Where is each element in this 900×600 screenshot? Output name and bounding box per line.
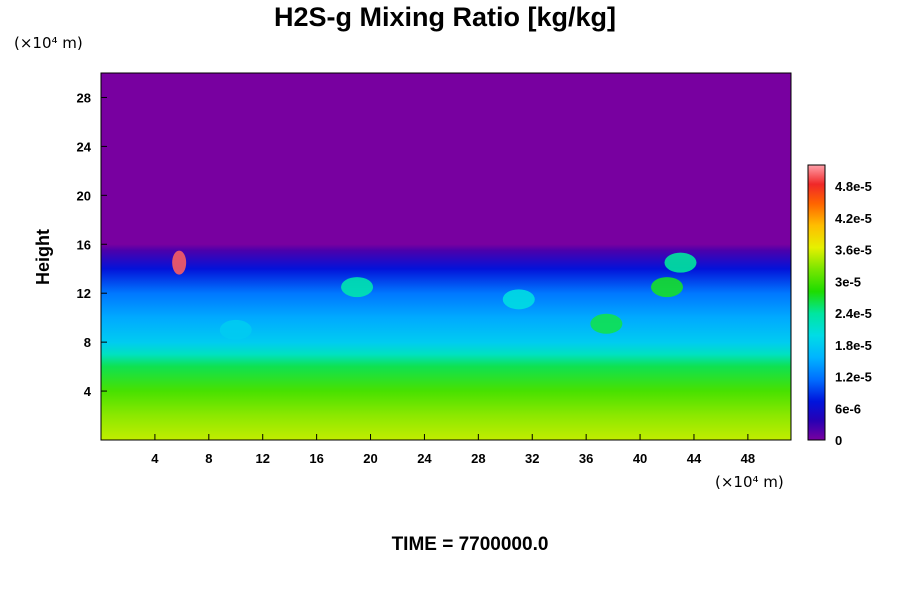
x-tick-label: 28	[471, 451, 485, 466]
colorbar-tick-label: 2.4e-5	[835, 306, 872, 321]
x-tick-label: 20	[363, 451, 377, 466]
plume	[590, 313, 623, 334]
x-tick-label: 12	[255, 451, 269, 466]
y-tick-label: 24	[77, 139, 92, 154]
plume	[341, 277, 374, 298]
x-tick-label: 4	[151, 451, 159, 466]
colorbar-tick-label: 4.8e-5	[835, 179, 872, 194]
colorbar-tick-label: 4.2e-5	[835, 211, 872, 226]
y-tick-label: 12	[77, 286, 91, 301]
time-label: TIME = 7700000.0	[392, 534, 549, 555]
colorbar-tick-label: 0	[835, 433, 842, 448]
colorbar-scale	[807, 164, 826, 441]
x-tick-label: 24	[417, 451, 432, 466]
x-tick-label: 48	[741, 451, 755, 466]
heatmap-plot	[100, 72, 792, 441]
plot-frame	[100, 72, 792, 441]
y-tick-label: 8	[84, 335, 91, 350]
chart-title: H2S-g Mixing Ratio [kg/kg]	[274, 2, 616, 32]
x-tick-label: 16	[309, 451, 323, 466]
plume	[651, 277, 684, 298]
x-tick-label: 40	[633, 451, 647, 466]
x-tick-label: 32	[525, 451, 539, 466]
plume	[219, 319, 252, 340]
y-tick-label: 4	[84, 384, 92, 399]
y-tick-label: 16	[77, 237, 91, 252]
plume	[664, 252, 697, 273]
y-tick-label: 28	[77, 90, 91, 105]
plume	[172, 250, 187, 275]
x-unit-label: (×10⁴ m)	[715, 473, 784, 491]
colorbar-tick-label: 3.6e-5	[835, 243, 872, 258]
x-tick-label: 36	[579, 451, 593, 466]
colorbar-tick-label: 1.8e-5	[835, 338, 872, 353]
y-axis-label: Height	[33, 229, 53, 285]
colorbar-tick-label: 6e-6	[835, 401, 861, 416]
x-tick-label: 8	[205, 451, 212, 466]
colorbar-tick-label: 1.2e-5	[835, 370, 872, 385]
y-tick-label: 20	[77, 188, 91, 203]
x-tick-label: 44	[687, 451, 702, 466]
colorbar-tick-label: 3e-5	[835, 274, 861, 289]
plume	[502, 289, 535, 310]
colorbar: 0 6e-6 1.2e-5 1.8e-5 2.4e-5 3e-5 3.6e-5 4.2e-5 4…	[807, 164, 872, 448]
y-unit-label: (×10⁴ m)	[14, 34, 83, 52]
